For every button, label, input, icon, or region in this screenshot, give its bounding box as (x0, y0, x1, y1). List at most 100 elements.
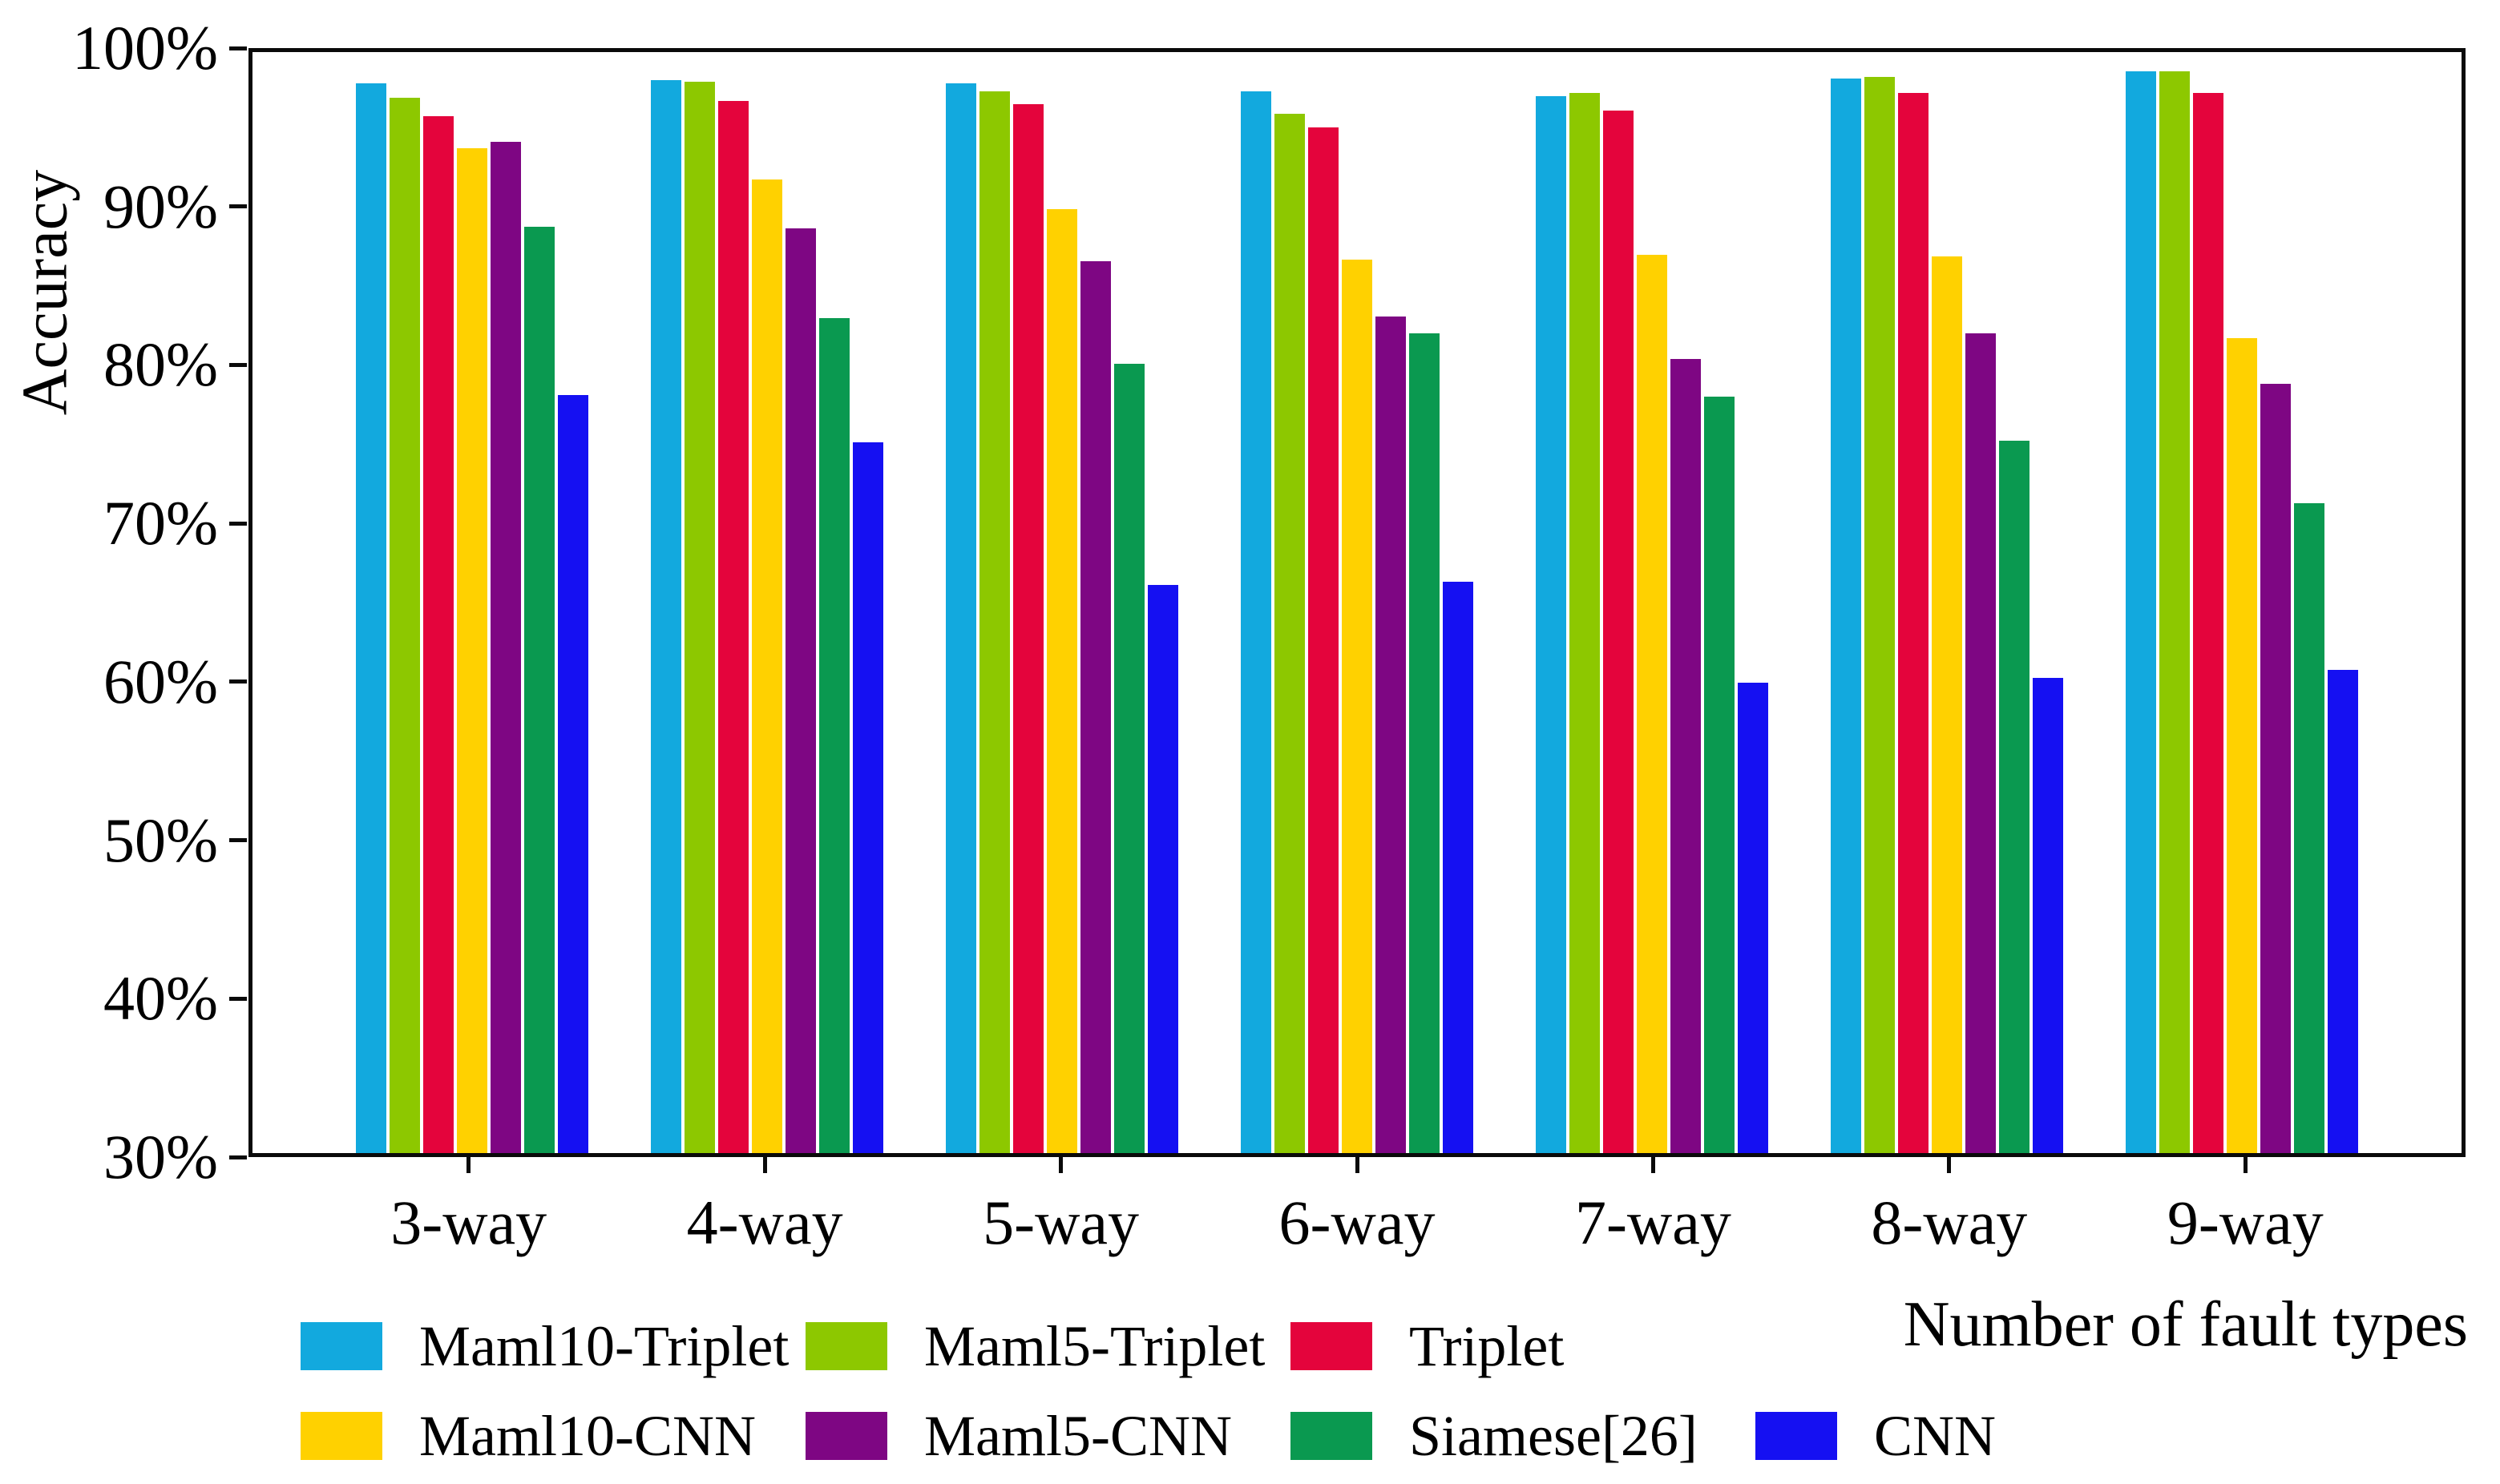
bar-Maml5-Triplet-8-way (1864, 77, 1895, 1153)
bar-group-3-way (325, 52, 620, 1153)
y-tick-mark (229, 838, 247, 843)
bar-group-6-way (1210, 52, 1504, 1153)
bar-Maml5-Triplet-6-way (1274, 113, 1305, 1153)
bar-Maml5-Triplet-3-way (390, 97, 420, 1153)
y-tick-mark (229, 362, 247, 367)
bar-Maml10-CNN-6-way (1342, 260, 1372, 1153)
bar-Triplet-3-way (423, 116, 454, 1153)
bar-Triplet-4-way (718, 100, 749, 1153)
bar-Siamese[26]-8-way (1999, 440, 2029, 1153)
bars-row (252, 52, 2462, 1153)
bar-CNN-5-way (1148, 585, 1178, 1153)
bar-Siamese[26]-4-way (819, 317, 850, 1153)
legend-item-Triplet: Triplet (1290, 1314, 1565, 1378)
legend-item-Maml5-Triplet: Maml5-Triplet (806, 1314, 1266, 1378)
legend-swatch (301, 1322, 382, 1370)
plot-area (248, 48, 2466, 1157)
legend-item-Maml10-CNN: Maml10-CNN (301, 1404, 756, 1468)
bar-CNN-7-way (1738, 683, 1768, 1153)
y-tick-label: 80% (103, 329, 218, 400)
bar-Maml10-Triplet-4-way (651, 80, 681, 1153)
bar-Maml5-Triplet-4-way (685, 82, 715, 1153)
x-tick-mark (2243, 1157, 2248, 1173)
bar-Maml5-Triplet-7-way (1569, 93, 1600, 1153)
bar-Siamese[26]-3-way (524, 226, 555, 1153)
bar-Maml5-Triplet-9-way (2159, 71, 2190, 1153)
bar-Siamese[26]-6-way (1409, 333, 1440, 1153)
bar-Triplet-5-way (1013, 103, 1044, 1153)
legend-label: Siamese[26] (1409, 1404, 1698, 1468)
x-tick-label: 8-way (1871, 1188, 2028, 1257)
legend-swatch (806, 1322, 887, 1370)
x-tick-mark (762, 1157, 767, 1173)
bar-CNN-3-way (558, 394, 588, 1153)
bar-Maml10-CNN-4-way (752, 179, 782, 1153)
bar-group-7-way (1504, 52, 1799, 1153)
bar-Maml10-CNN-7-way (1637, 255, 1667, 1153)
bar-Siamese[26]-7-way (1704, 396, 1735, 1153)
bar-Maml5-CNN-5-way (1080, 261, 1111, 1153)
x-tick-label: 9-way (2167, 1188, 2324, 1257)
legend-label: Maml10-CNN (419, 1404, 756, 1468)
bar-CNN-8-way (2033, 678, 2063, 1153)
bar-Triplet-6-way (1308, 127, 1339, 1153)
y-tick-label: 90% (103, 171, 218, 241)
y-tick-mark (229, 204, 247, 209)
legend-item-Maml5-CNN: Maml5-CNN (806, 1404, 1232, 1468)
bar-Maml5-CNN-9-way (2260, 384, 2291, 1153)
bar-Maml10-Triplet-3-way (356, 83, 386, 1153)
bar-Maml5-CNN-6-way (1375, 316, 1406, 1153)
legend-label: Maml10-Triplet (419, 1314, 790, 1378)
bar-Maml10-Triplet-6-way (1241, 91, 1271, 1153)
y-tick-label: 70% (103, 488, 218, 559)
bar-Triplet-9-way (2193, 93, 2223, 1153)
bar-group-5-way (915, 52, 1210, 1153)
x-tick-mark (1650, 1157, 1655, 1173)
x-tick-label: 3-way (390, 1188, 547, 1257)
x-tick-label: 5-way (983, 1188, 1140, 1257)
bar-Siamese[26]-9-way (2294, 503, 2324, 1153)
bar-Maml10-CNN-5-way (1047, 209, 1077, 1153)
x-axis-title: Number of fault types (1903, 1289, 2468, 1360)
y-tick-mark (229, 996, 247, 1001)
bar-Maml10-Triplet-9-way (2126, 71, 2156, 1153)
bar-Maml10-CNN-8-way (1932, 256, 1962, 1153)
bar-Triplet-8-way (1898, 93, 1929, 1153)
bar-Triplet-7-way (1603, 110, 1634, 1153)
bar-Maml10-Triplet-5-way (946, 83, 976, 1153)
x-tick-mark (1059, 1157, 1064, 1173)
bar-group-4-way (620, 52, 915, 1153)
legend-swatch (806, 1412, 887, 1460)
x-tick-label: 4-way (686, 1188, 843, 1257)
y-tick-label: 30% (103, 1122, 218, 1192)
bar-Maml5-CNN-8-way (1965, 333, 1996, 1153)
legend-swatch (1290, 1322, 1372, 1370)
bar-CNN-6-way (1443, 582, 1473, 1153)
bar-group-8-way (1799, 52, 2094, 1153)
legend-label: Maml5-CNN (924, 1404, 1232, 1468)
legend-label: CNN (1874, 1404, 1997, 1468)
bar-Maml5-Triplet-5-way (979, 91, 1010, 1153)
legend-swatch (1290, 1412, 1372, 1460)
x-tick-mark (1947, 1157, 1952, 1173)
bar-CNN-4-way (853, 442, 883, 1153)
bar-Maml10-Triplet-7-way (1536, 95, 1566, 1153)
y-tick-label: 40% (103, 963, 218, 1034)
legend-item-Siamese[26]: Siamese[26] (1290, 1404, 1698, 1468)
bar-Maml5-CNN-4-way (786, 228, 816, 1153)
bar-Maml5-CNN-7-way (1670, 358, 1701, 1153)
bar-group-9-way (2094, 52, 2389, 1153)
y-tick-mark (229, 679, 247, 684)
legend-label: Maml5-Triplet (924, 1314, 1266, 1378)
legend-item-CNN: CNN (1755, 1404, 1997, 1468)
legend-label: Triplet (1409, 1314, 1565, 1378)
x-tick-mark (1355, 1157, 1359, 1173)
legend-item-Maml10-Triplet: Maml10-Triplet (301, 1314, 790, 1378)
x-tick-mark (466, 1157, 471, 1173)
y-tick-mark (229, 46, 247, 50)
y-tick-label: 60% (103, 646, 218, 716)
x-tick-label: 6-way (1278, 1188, 1436, 1257)
bar-Siamese[26]-5-way (1114, 363, 1145, 1153)
bar-Maml10-CNN-3-way (457, 147, 487, 1153)
y-tick-mark (229, 1155, 247, 1159)
